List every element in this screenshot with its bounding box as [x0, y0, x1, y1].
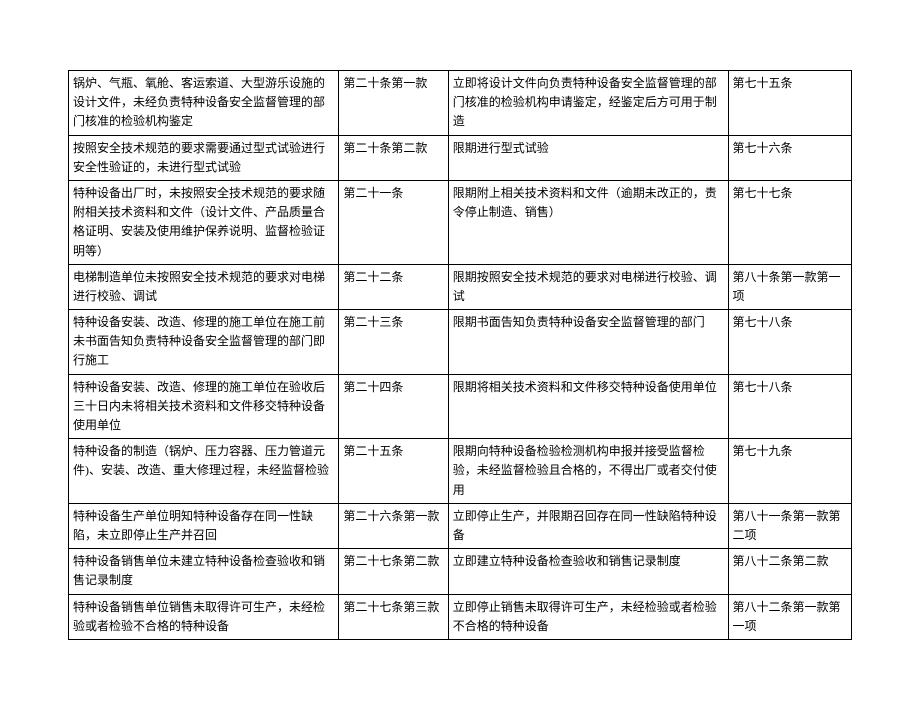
- cell-article: 第二十七条第三款: [339, 594, 448, 639]
- cell-measure: 限期书面告知负责特种设备安全监督管理的部门: [448, 310, 728, 375]
- cell-measure: 立即建立特种设备检查验收和销售记录制度: [448, 549, 728, 594]
- cell-article: 第二十条第二款: [339, 135, 448, 180]
- cell-violation: 特种设备销售单位未建立特种设备检查验收和销售记录制度: [69, 549, 339, 594]
- cell-article: 第二十三条: [339, 310, 448, 375]
- cell-penalty: 第七十五条: [728, 71, 851, 136]
- cell-article: 第二十四条: [339, 374, 448, 439]
- cell-penalty: 第七十七条: [728, 180, 851, 264]
- cell-article: 第二十六条第一款: [339, 503, 448, 548]
- cell-violation: 锅炉、气瓶、氧舱、客运索道、大型游乐设施的设计文件，未经负责特种设备安全监督管理…: [69, 71, 339, 136]
- table-row: 特种设备生产单位明知特种设备存在同一性缺陷，未立即停止生产并召回 第二十六条第一…: [69, 503, 852, 548]
- table-row: 特种设备销售单位未建立特种设备检查验收和销售记录制度 第二十七条第二款 立即建立…: [69, 549, 852, 594]
- cell-violation: 按照安全技术规范的要求需要通过型式试验进行安全性验证的，未进行型式试验: [69, 135, 339, 180]
- cell-penalty: 第七十八条: [728, 310, 851, 375]
- table-row: 电梯制造单位未按照安全技术规范的要求对电梯进行校验、调试 第二十二条 限期按照安…: [69, 264, 852, 309]
- cell-penalty: 第八十条第一款第一项: [728, 264, 851, 309]
- cell-measure: 立即将设计文件向负责特种设备安全监督管理的部门核准的检验机构申请鉴定，经鉴定后方…: [448, 71, 728, 136]
- table-row: 特种设备安装、改造、修理的施工单位在验收后三十日内未将相关技术资料和文件移交特种…: [69, 374, 852, 439]
- cell-violation: 特种设备销售单位销售未取得许可生产，未经检验或者检验不合格的特种设备: [69, 594, 339, 639]
- table-body: 锅炉、气瓶、氧舱、客运索道、大型游乐设施的设计文件，未经负责特种设备安全监督管理…: [69, 71, 852, 640]
- cell-penalty: 第七十六条: [728, 135, 851, 180]
- table-row: 特种设备安装、改造、修理的施工单位在施工前未书面告知负责特种设备安全监督管理的部…: [69, 310, 852, 375]
- cell-article: 第二十七条第二款: [339, 549, 448, 594]
- cell-measure: 限期将相关技术资料和文件移交特种设备使用单位: [448, 374, 728, 439]
- regulation-table: 锅炉、气瓶、氧舱、客运索道、大型游乐设施的设计文件，未经负责特种设备安全监督管理…: [68, 70, 852, 640]
- cell-article: 第二十条第一款: [339, 71, 448, 136]
- cell-violation: 特种设备生产单位明知特种设备存在同一性缺陷，未立即停止生产并召回: [69, 503, 339, 548]
- cell-penalty: 第八十一条第一款第二项: [728, 503, 851, 548]
- cell-article: 第二十一条: [339, 180, 448, 264]
- cell-violation: 特种设备安装、改造、修理的施工单位在验收后三十日内未将相关技术资料和文件移交特种…: [69, 374, 339, 439]
- cell-measure: 限期按照安全技术规范的要求对电梯进行校验、调试: [448, 264, 728, 309]
- cell-measure: 限期进行型式试验: [448, 135, 728, 180]
- cell-penalty: 第八十二条第一款第一项: [728, 594, 851, 639]
- cell-measure: 限期附上相关技术资料和文件（逾期未改正的，责令停止制造、销售）: [448, 180, 728, 264]
- cell-measure: 限期向特种设备检验检测机构申报并接受监督检验，未经监督检验且合格的，不得出厂或者…: [448, 439, 728, 504]
- cell-measure: 立即停止销售未取得许可生产，未经检验或者检验不合格的特种设备: [448, 594, 728, 639]
- cell-penalty: 第八十二条第二款: [728, 549, 851, 594]
- table-row: 特种设备出厂时，未按照安全技术规范的要求随附相关技术资料和文件（设计文件、产品质…: [69, 180, 852, 264]
- cell-violation: 特种设备的制造（锅炉、压力容器、压力管道元件)、安装、改造、重大修理过程，未经监…: [69, 439, 339, 504]
- cell-violation: 特种设备出厂时，未按照安全技术规范的要求随附相关技术资料和文件（设计文件、产品质…: [69, 180, 339, 264]
- table-row: 按照安全技术规范的要求需要通过型式试验进行安全性验证的，未进行型式试验 第二十条…: [69, 135, 852, 180]
- table-row: 特种设备销售单位销售未取得许可生产，未经检验或者检验不合格的特种设备 第二十七条…: [69, 594, 852, 639]
- cell-penalty: 第七十八条: [728, 374, 851, 439]
- cell-penalty: 第七十九条: [728, 439, 851, 504]
- cell-violation: 电梯制造单位未按照安全技术规范的要求对电梯进行校验、调试: [69, 264, 339, 309]
- table-row: 特种设备的制造（锅炉、压力容器、压力管道元件)、安装、改造、重大修理过程，未经监…: [69, 439, 852, 504]
- cell-article: 第二十五条: [339, 439, 448, 504]
- cell-violation: 特种设备安装、改造、修理的施工单位在施工前未书面告知负责特种设备安全监督管理的部…: [69, 310, 339, 375]
- cell-article: 第二十二条: [339, 264, 448, 309]
- table-row: 锅炉、气瓶、氧舱、客运索道、大型游乐设施的设计文件，未经负责特种设备安全监督管理…: [69, 71, 852, 136]
- cell-measure: 立即停止生产，并限期召回存在同一性缺陷特种设备: [448, 503, 728, 548]
